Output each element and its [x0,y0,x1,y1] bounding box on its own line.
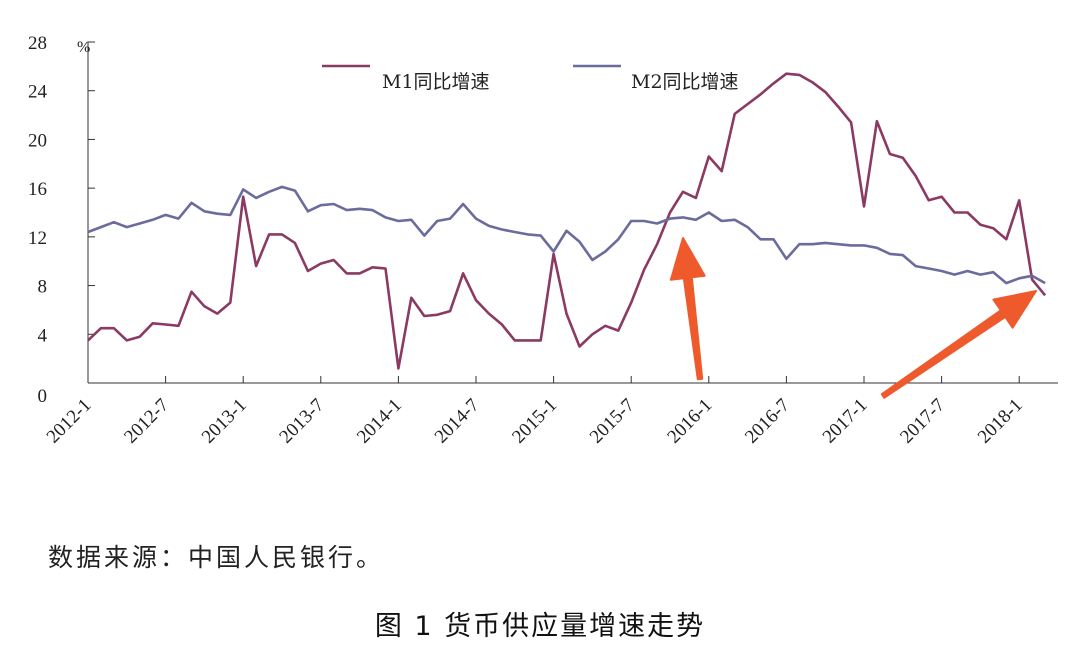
x-tick-label: 2017-1 [819,395,872,448]
y-tick-label: 8 [38,277,48,298]
x-tick-label: 2013-1 [198,395,251,448]
x-tick-label: 2015-1 [508,395,561,448]
y-axis-ticks: 0 4 8 12 16 20 24 28 [28,33,95,407]
x-tick-label: 2013-7 [275,395,328,448]
y-axis-unit: % [77,39,90,56]
legend: M1同比增速 M2同比增速 [322,64,739,93]
arrow-annotation-2015 [669,237,706,381]
legend-label-m1: M1同比增速 [382,71,490,93]
x-tick-label: 2016-7 [741,395,794,448]
arrow-annotation-2018 [880,290,1037,399]
y-tick-label: 4 [38,325,48,346]
x-tick-label: 2012-7 [120,395,173,448]
x-tick-label: 2014-1 [353,395,406,448]
figure-caption: 图 1 货币供应量增速走势 [374,611,706,642]
x-tick-label: 2016-1 [663,395,716,448]
x-tick-label: 2018-1 [974,395,1027,448]
y-tick-label: 16 [28,179,47,200]
y-tick-label: 0 [38,386,48,407]
x-tick-label: 2012-1 [43,395,96,448]
y-tick-label: 28 [28,33,47,54]
series-line-m2 [87,185,1046,285]
x-axis-ticks: 2012-1 2012-7 2013-1 2013-7 2014-1 2014-7 2015… [43,376,1027,448]
x-tick-label: 2017-7 [896,395,949,448]
x-tick-label: 2014-7 [431,395,484,448]
y-tick-label: 20 [28,130,47,151]
series-lines [87,72,1047,370]
x-tick-label: 2015-7 [586,395,639,448]
y-tick-label: 24 [28,82,48,103]
y-tick-label: 12 [28,228,47,249]
legend-label-m2: M2同比增速 [631,71,739,93]
series-line-m1 [87,72,1047,370]
data-source-note: 数据来源：中国人民银行。 [48,543,385,572]
annotation-arrows [669,237,1037,399]
